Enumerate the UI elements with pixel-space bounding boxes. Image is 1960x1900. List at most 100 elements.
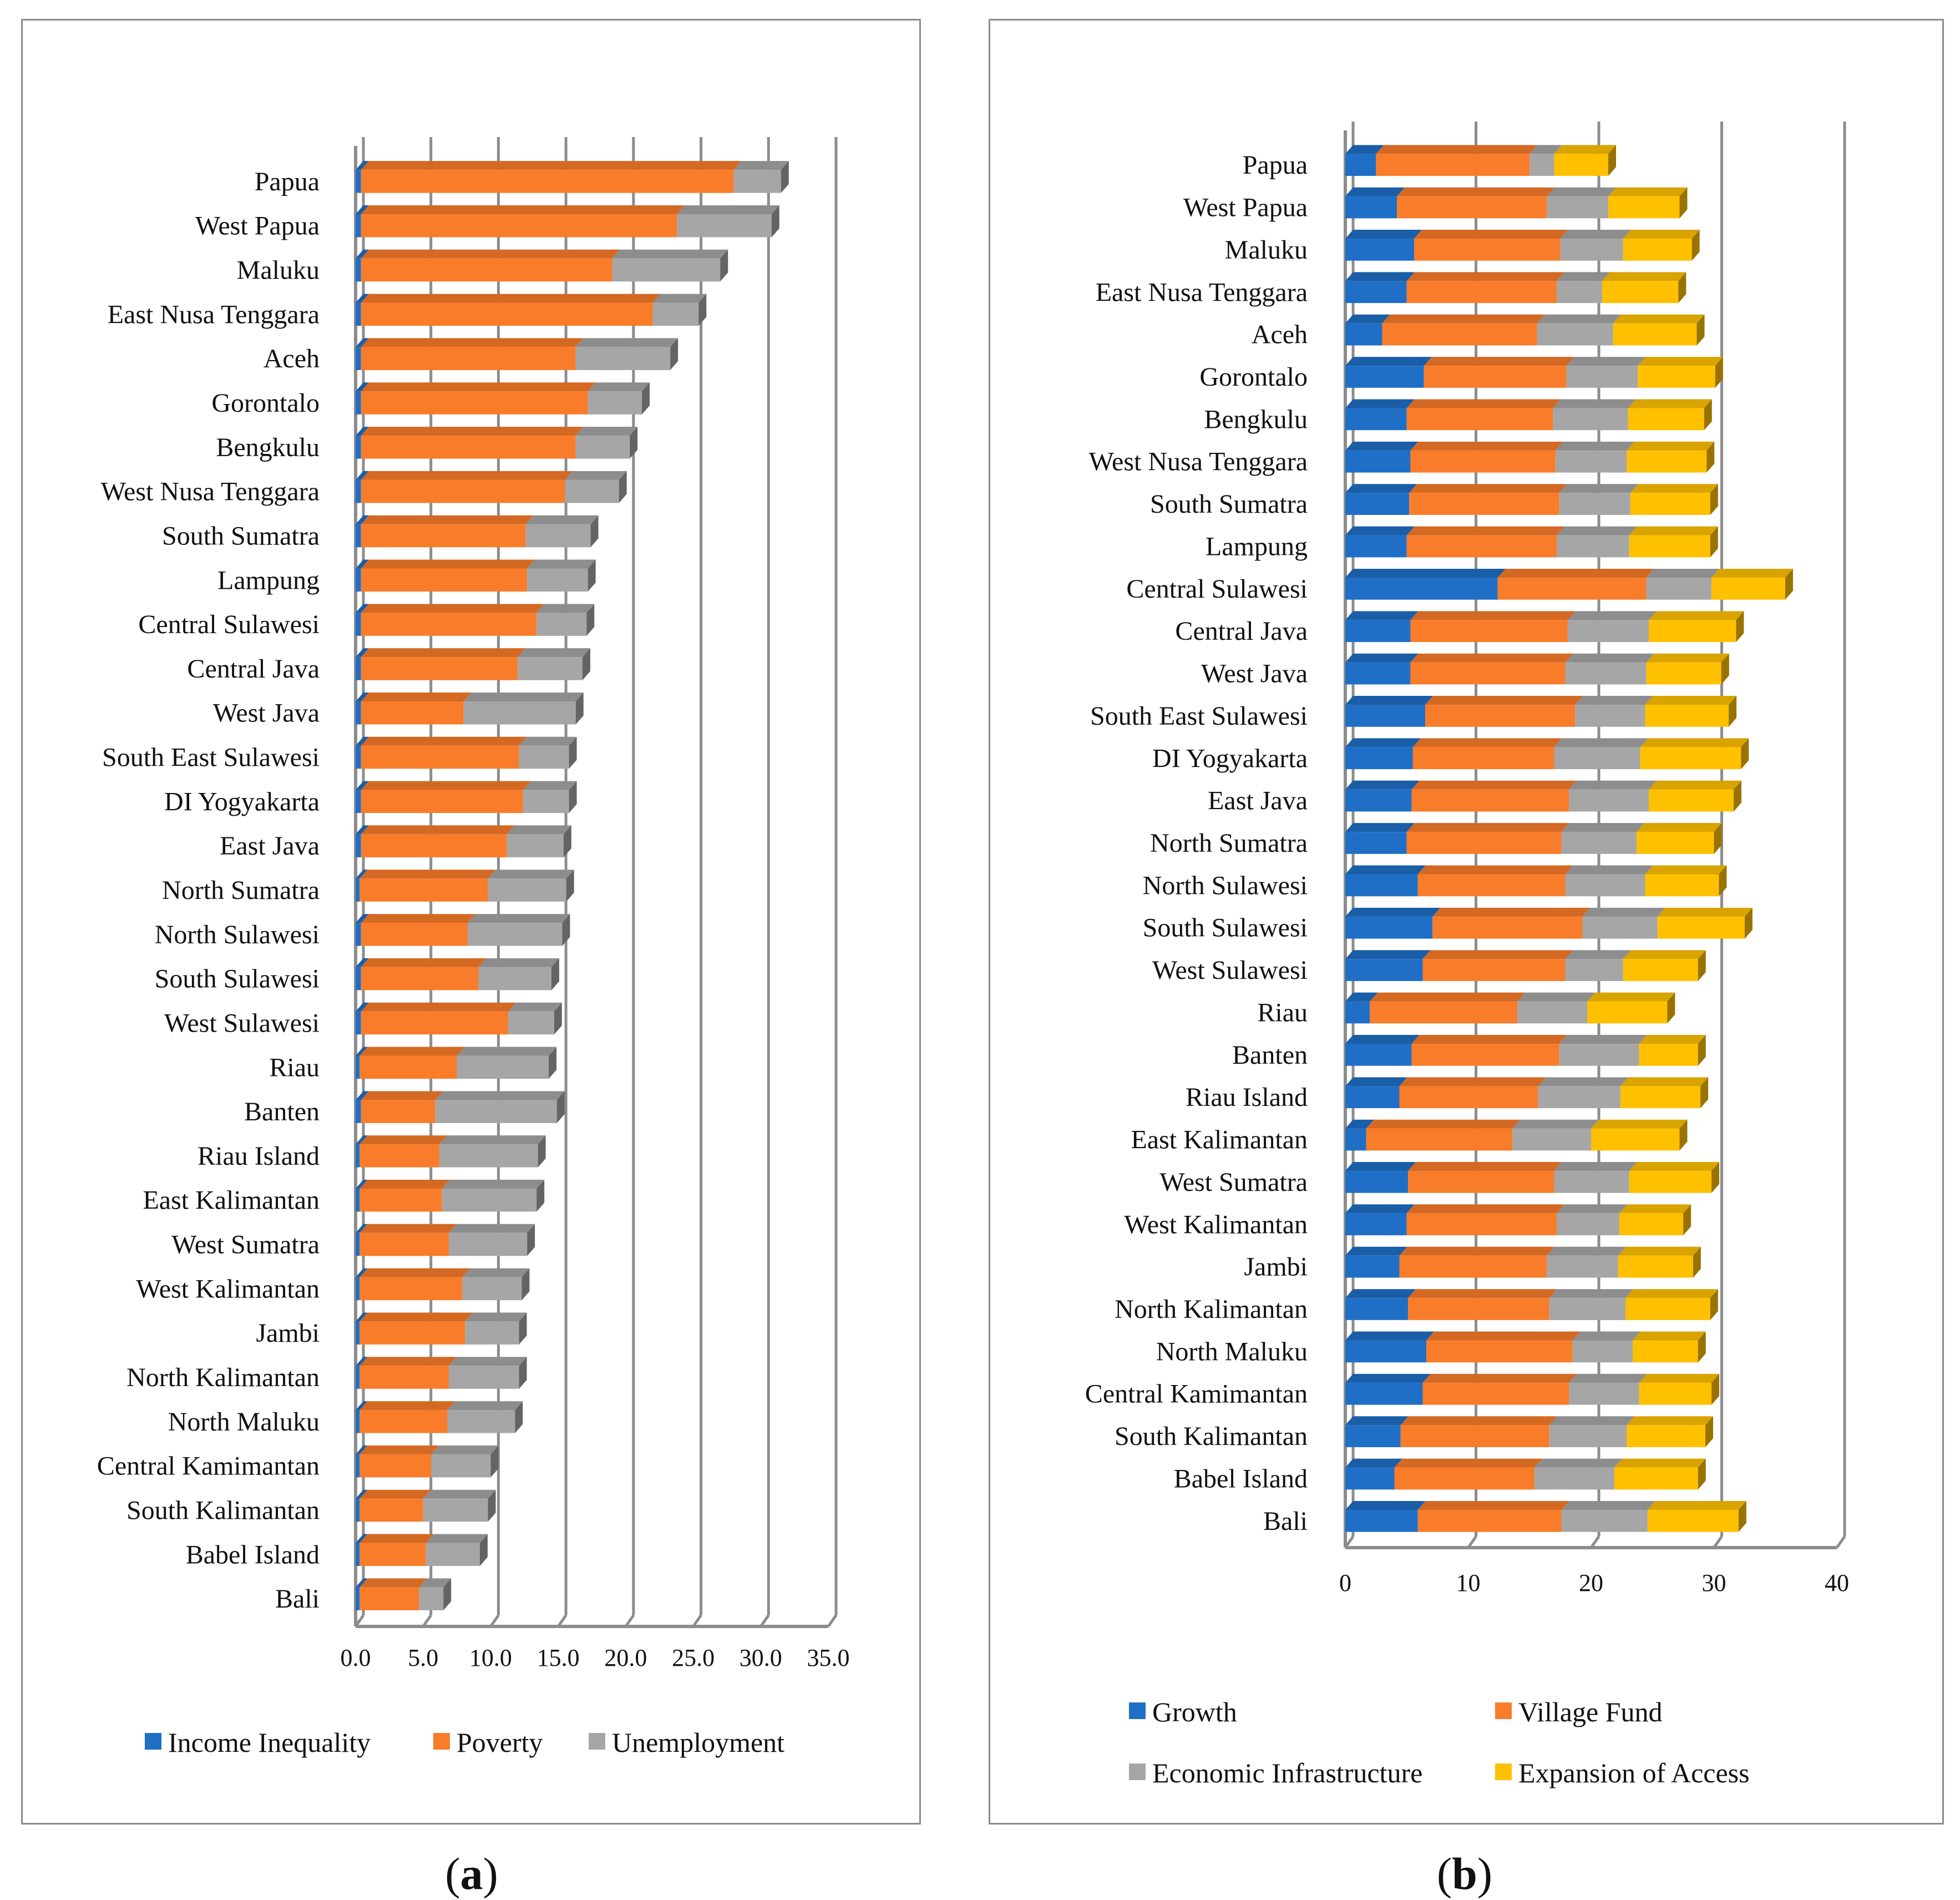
legend-label: Expansion of Access xyxy=(1518,1757,1750,1788)
bar-segment xyxy=(1345,789,1412,812)
bar-segment-top xyxy=(1366,1119,1521,1129)
bar-segment xyxy=(1628,408,1704,431)
bar-end-face xyxy=(670,338,678,370)
bar-segment xyxy=(468,923,563,946)
bar-segment xyxy=(356,790,361,813)
bar-segment-top xyxy=(448,1224,535,1233)
bar-segment-top xyxy=(518,648,590,658)
legend-label: Village Fund xyxy=(1518,1696,1662,1727)
bar-segment xyxy=(1647,1509,1739,1532)
bar-segment xyxy=(359,1232,449,1256)
bar-segment xyxy=(356,1100,361,1123)
bar-segment-top xyxy=(361,471,573,480)
bar-segment-top xyxy=(359,1047,465,1056)
bar-segment-top xyxy=(356,1489,368,1499)
bar-segment-top xyxy=(439,1135,546,1145)
category-label: South East Sulawesi xyxy=(102,743,320,772)
bar-end-face xyxy=(556,1091,565,1123)
bar-segment-top xyxy=(523,781,577,790)
category-label: Maluku xyxy=(237,256,320,285)
bar-end-face xyxy=(630,427,638,459)
bar-segment-top xyxy=(359,1268,470,1277)
bar-segment xyxy=(1608,196,1680,219)
bar-end-face xyxy=(538,1135,546,1168)
bar-segment xyxy=(1620,1086,1701,1109)
bar-segment-top xyxy=(565,471,627,480)
category-label: North Sumatra xyxy=(1150,828,1308,858)
bar-segment-top xyxy=(1424,357,1574,366)
bar-segment-top xyxy=(1567,611,1657,620)
category-label: Babel Island xyxy=(1174,1464,1308,1493)
chart-panel-a: Papua West Papua Maluku East Nusa Tenggara A… xyxy=(21,19,921,1825)
bar-segment xyxy=(1417,874,1566,897)
bar-segment-top xyxy=(356,1357,368,1366)
bar-segment-top xyxy=(1345,696,1433,705)
category-label: Bali xyxy=(275,1584,320,1614)
bar-segment-top xyxy=(356,559,369,569)
bar-segment-top xyxy=(463,692,584,701)
bar-segment xyxy=(1414,239,1561,261)
bar-segment-top xyxy=(359,1445,439,1454)
bar-segment xyxy=(1537,323,1613,346)
bar-segment-top xyxy=(356,205,369,214)
bar-segment-top xyxy=(1345,1162,1416,1171)
bar-segment-top xyxy=(1554,145,1617,154)
bar-segment-top xyxy=(356,1091,369,1100)
bar-segment xyxy=(1645,874,1719,897)
category-label: Riau xyxy=(269,1053,320,1082)
bar-segment-top xyxy=(1345,357,1432,366)
bar-segment-top xyxy=(1639,1034,1706,1044)
bar-segment-top xyxy=(1345,1119,1374,1129)
bar-end-face xyxy=(1736,611,1744,643)
bar-segment xyxy=(356,568,361,592)
bar-segment-top xyxy=(1376,145,1538,154)
bar-segment xyxy=(1497,577,1647,600)
bar-segment-top xyxy=(356,825,369,835)
x-tick-label: 20 xyxy=(1579,1569,1603,1596)
bar-segment xyxy=(1345,1043,1412,1066)
category-label: South East Sulawesi xyxy=(1090,701,1308,731)
bar-segment xyxy=(527,568,588,592)
bar-segment xyxy=(462,1277,522,1301)
x-tick-label: 30.0 xyxy=(740,1644,782,1671)
bar-segment xyxy=(733,170,781,193)
bar-segment-top xyxy=(1411,780,1577,790)
bar-segment xyxy=(1569,1382,1639,1405)
bar-segment xyxy=(1575,705,1645,727)
bar-segment xyxy=(1345,705,1425,727)
bar-segment xyxy=(359,1366,449,1389)
bar-end-face xyxy=(566,870,574,902)
x-tick-label: 25.0 xyxy=(672,1644,715,1671)
bar-segment-top xyxy=(1406,823,1569,832)
bar-segment xyxy=(356,1055,360,1079)
bar-segment xyxy=(361,613,537,636)
bar-segment xyxy=(359,1277,463,1301)
bar-segment-top xyxy=(1613,314,1705,324)
bar-segment-top xyxy=(361,1002,516,1012)
category-label: South Sulawesi xyxy=(1143,913,1308,943)
bar-segment xyxy=(356,657,361,680)
bar-segment xyxy=(1559,493,1630,515)
bar-segment xyxy=(1345,493,1410,515)
category-label: East Java xyxy=(220,831,320,861)
bar-segment xyxy=(457,1055,549,1079)
bar-segment xyxy=(1602,281,1679,304)
bar-end-face xyxy=(549,1047,557,1079)
bar-segment xyxy=(1345,239,1415,261)
bar-end-face xyxy=(1715,357,1723,388)
bar-segment xyxy=(423,1498,488,1522)
bar-segment xyxy=(361,834,507,857)
bar-end-face xyxy=(1733,780,1741,812)
bar-segment xyxy=(1538,1086,1621,1109)
bar-segment xyxy=(426,1543,480,1567)
bar-segment xyxy=(359,1543,426,1567)
bar-segment xyxy=(1627,1425,1705,1447)
bar-segment xyxy=(1345,874,1418,897)
x-tick-label: 10 xyxy=(1456,1569,1481,1596)
gridline-foot xyxy=(422,1614,432,1628)
category-label: Jambi xyxy=(1244,1252,1308,1282)
bar-segment-top xyxy=(359,1534,434,1543)
category-label: North Kalimantan xyxy=(1115,1295,1308,1324)
bar-segment xyxy=(448,1366,519,1389)
bar-segment-top xyxy=(1556,1204,1627,1214)
